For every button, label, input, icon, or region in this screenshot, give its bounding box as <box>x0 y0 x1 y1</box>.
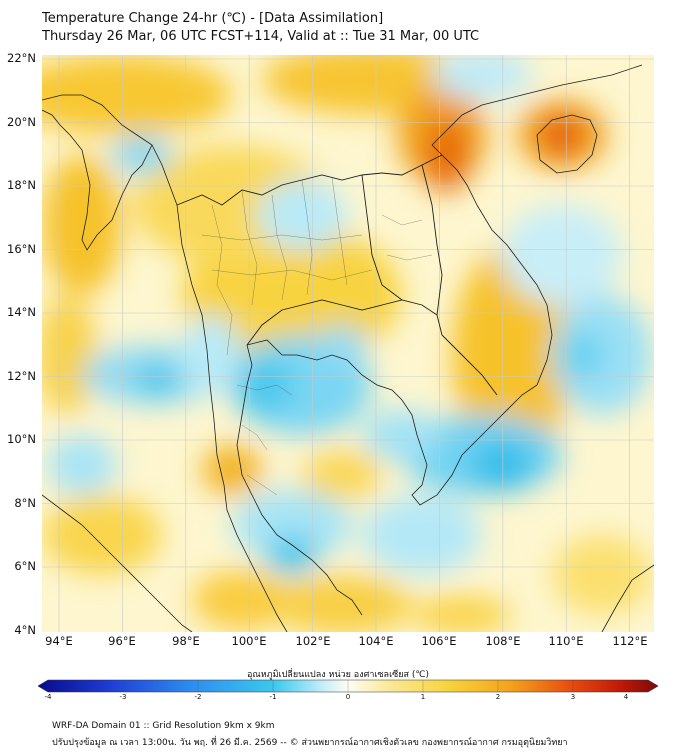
colorbar-tick: 0 <box>345 693 351 701</box>
colorbar-tick: 1 <box>420 693 426 701</box>
footer-model-info: WRF-DA Domain 01 :: Grid Resolution 9km … <box>52 721 275 731</box>
lat-label: 14°N <box>7 305 36 319</box>
map-panel: 22°N 20°N 18°N 16°N 14°N 12°N 10°N 8°N 6… <box>7 51 654 637</box>
lat-label: 10°N <box>7 432 36 446</box>
coastlines <box>42 64 654 632</box>
colorbar-tick: 2 <box>495 693 501 701</box>
lon-label: 94°E <box>45 634 73 648</box>
lat-label: 6°N <box>14 559 36 573</box>
colorbar-title: อุณหภูมิเปลี่ยนแปลง หน่วย องศาเซลเซียส (… <box>246 670 430 680</box>
lat-label: 12°N <box>7 369 36 383</box>
lon-label: 112°E <box>612 634 648 648</box>
colorbar-tick: 4 <box>623 693 629 701</box>
lat-label: 4°N <box>14 623 36 637</box>
lon-label: 102°E <box>295 634 331 648</box>
colorbar-tick: -4 <box>44 693 52 701</box>
lon-label: 100°E <box>231 634 267 648</box>
colorbar-tick: 3 <box>570 693 576 701</box>
footer-credit: ปรับปรุงข้อมูล ณ เวลา 13:00น. วัน พฤ. ที… <box>52 738 568 748</box>
lat-label: 20°N <box>7 115 36 129</box>
map-subtitle: Thursday 26 Mar, 06 UTC FCST+114, Valid … <box>42 29 480 44</box>
colorbar-tick: -1 <box>269 693 277 701</box>
graticule <box>42 55 654 632</box>
lon-label: 110°E <box>548 634 584 648</box>
map-title: Temperature Change 24-hr (℃) - [Data Ass… <box>42 11 384 26</box>
lon-label: 96°E <box>108 634 136 648</box>
lat-label: 16°N <box>7 242 36 256</box>
lon-label: 98°E <box>172 634 200 648</box>
lon-label: 108°E <box>485 634 521 648</box>
lat-label: 8°N <box>14 496 36 510</box>
lon-label: 104°E <box>358 634 394 648</box>
lat-label: 22°N <box>7 51 36 65</box>
colorbar-tick: -3 <box>119 693 127 701</box>
colorbar <box>38 679 658 693</box>
province-borders <box>201 176 433 496</box>
colorbar-tick: -2 <box>194 693 202 701</box>
lat-label: 18°N <box>7 178 36 192</box>
temperature-map <box>42 55 654 632</box>
lon-label: 106°E <box>421 634 457 648</box>
